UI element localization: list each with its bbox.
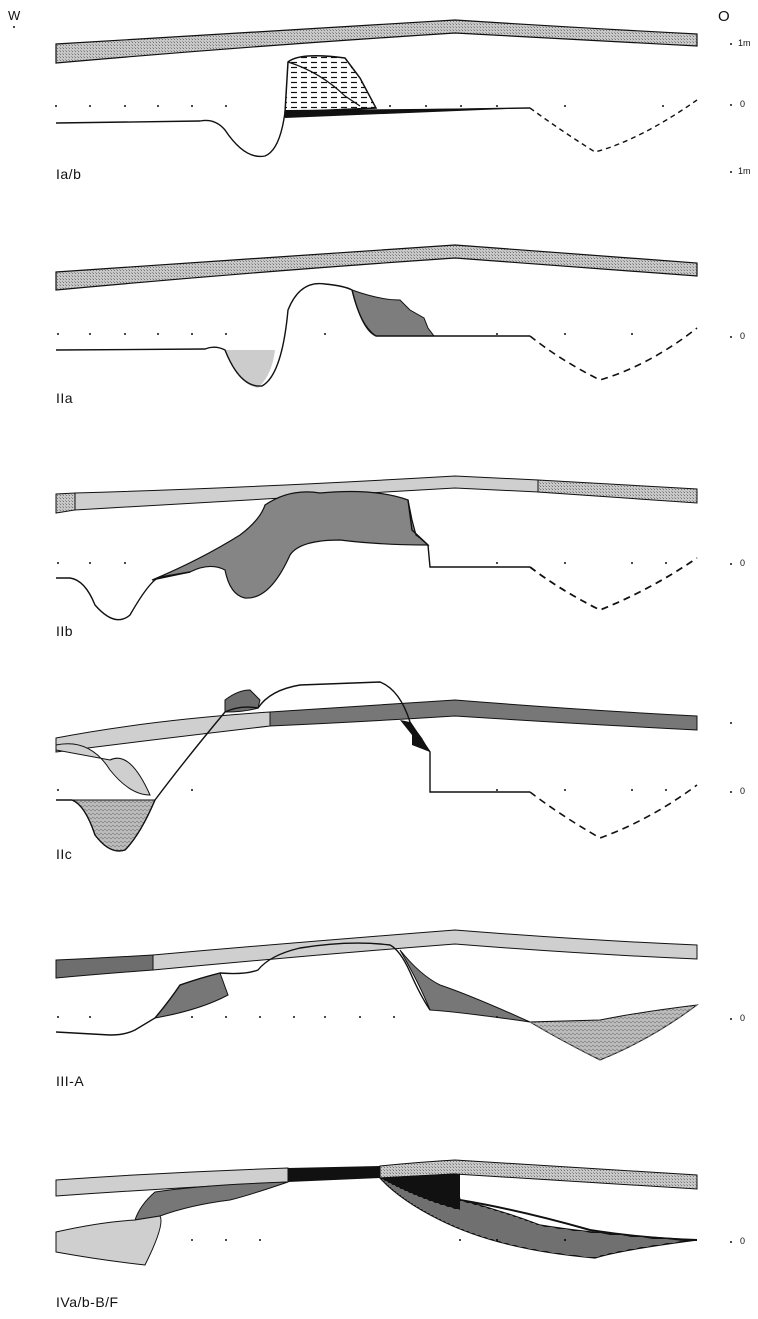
panel-5-surface-band-dark (55, 954, 154, 979)
panel-5-dashed-line (529, 1004, 698, 1061)
panel-1-ground-line (55, 107, 531, 158)
panel-label-3: IIb (56, 623, 74, 639)
panel-5-mid-fill-left (153, 972, 229, 1019)
zero-marker-4 (730, 791, 732, 793)
panel-5-swirl-fill (528, 1004, 699, 1061)
panel-label-5: III-A (56, 1073, 85, 1089)
panel-3-ground-line (56, 499, 530, 621)
panel-2-profile (55, 244, 698, 388)
panel-4-dashed-line (529, 784, 698, 839)
panel-3-mid-fill (151, 490, 430, 599)
west-label: W (8, 8, 21, 23)
scale-bottom-label: 1m (738, 166, 751, 176)
panel-3-dashed-line (529, 557, 698, 611)
panel-4-profile (55, 681, 698, 852)
zero-marker-3 (730, 563, 732, 565)
panel-2-mid-fill (351, 289, 435, 337)
panel-4-mid-fill (224, 689, 261, 713)
panel-6-surface-band-black (288, 1166, 380, 1182)
zero-marker-5 (730, 1018, 732, 1020)
panel-1-profile (55, 19, 698, 158)
panel-4-light-fill-left (55, 743, 151, 796)
panel-6-profile (55, 1159, 698, 1266)
zero-marker-6 (730, 1241, 732, 1243)
zero-label-5: 0 (740, 1013, 746, 1023)
panel-label-2: IIa (56, 390, 74, 406)
top-marker-4 (730, 722, 732, 724)
panel-2-ground-line (55, 282, 530, 387)
panel-3-profile (55, 475, 698, 621)
panel-2-light-fill (225, 350, 275, 388)
scale-bottom-marker (730, 171, 732, 173)
panel-4-ground-line (56, 681, 530, 852)
panel-label-1: Ia/b (56, 166, 82, 182)
panel-5-ground-line (55, 942, 431, 1036)
panel-5-datum-dots (57, 1016, 498, 1018)
panel-4-surface-band-dark (269, 699, 698, 731)
panel-1-dashed-line (529, 99, 698, 153)
panel-6-datum-dots (191, 1239, 566, 1241)
zero-marker-2 (730, 336, 732, 338)
panel-4-surface-band-light (55, 711, 271, 753)
west-marker (13, 26, 15, 28)
zero-label-4: 0 (740, 786, 746, 796)
panel-4-black-fill (400, 720, 430, 752)
panel-2-datum-dots (57, 333, 633, 335)
panel-6-light-fill (55, 1215, 162, 1266)
east-label: O (718, 8, 730, 25)
panel-3-surface-band-left (55, 492, 76, 514)
panel-6-mid-fill (134, 1181, 289, 1221)
panel-4-datum-dots (57, 789, 667, 791)
panel-3-surface-band-right (537, 479, 698, 504)
panel-5-mid-fill-right (399, 949, 531, 1023)
zero-label-2: 0 (740, 331, 746, 341)
panel-2-surface-band (55, 244, 698, 291)
panel-1-surface-band (55, 19, 698, 64)
panel-5-profile (55, 929, 699, 1061)
panel-label-4: IIc (56, 846, 73, 862)
panel-6-black-hatched-fill (378, 1173, 698, 1259)
zero-label-6: 0 (740, 1236, 746, 1246)
panel-5-surface-band-light (152, 929, 698, 971)
scale-zero-marker (730, 104, 732, 106)
panel-2-dashed-line (529, 327, 698, 381)
scale-top-marker (730, 43, 732, 45)
panel-1-datum-dots (55, 105, 664, 107)
panel-3-datum-dots (57, 562, 667, 564)
scale-zero-label: 0 (740, 99, 746, 109)
scale-top-label: 1m (738, 38, 751, 48)
zero-label-3: 0 (740, 558, 746, 568)
panel-label-6: IVa/b-B/F (56, 1294, 119, 1310)
